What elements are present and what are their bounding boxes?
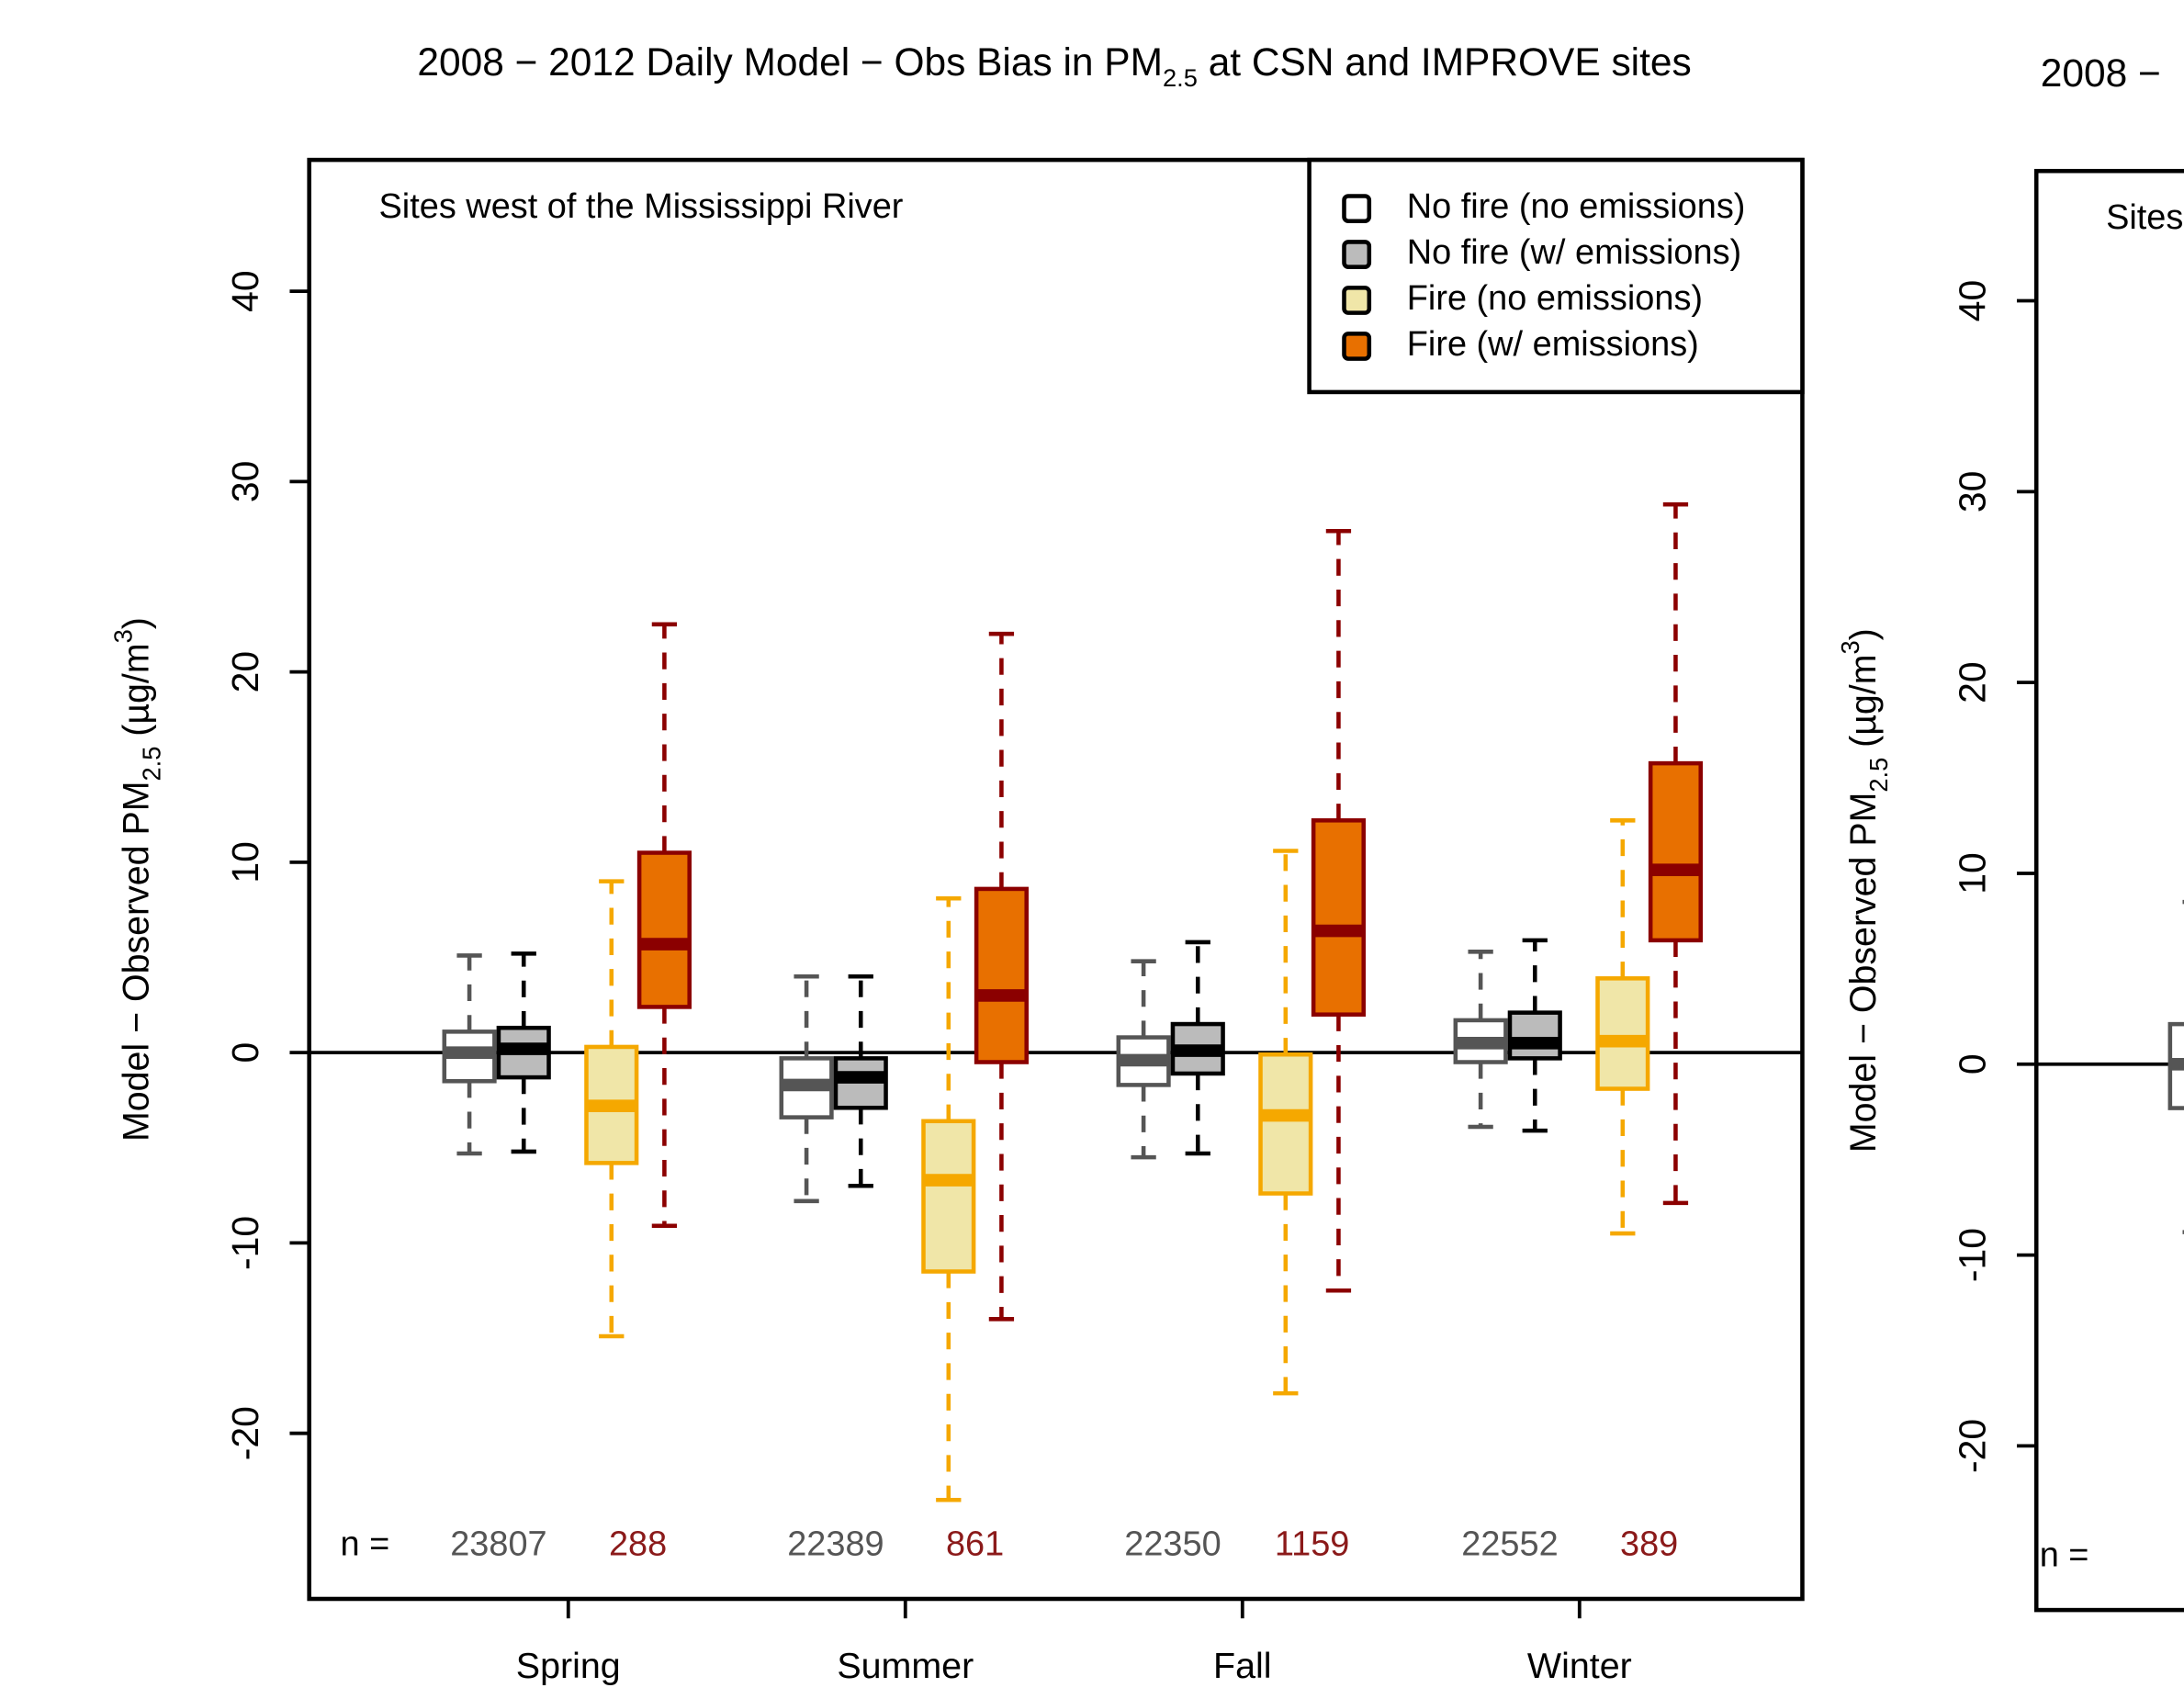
y-axis-label: Model − Observed PM2.5 (µg/m3) xyxy=(1836,628,1893,1153)
y-tick-label: -10 xyxy=(1951,1228,1993,1282)
n-count: 23807 xyxy=(450,1525,546,1563)
n-count: 288 xyxy=(609,1525,667,1563)
legend-label: No fire (no emissions) xyxy=(1407,187,1746,226)
y-axis-label-part: ) xyxy=(1844,628,1885,640)
y-tick-label: 0 xyxy=(224,1042,266,1063)
box xyxy=(1595,976,1650,1091)
n-count: 22350 xyxy=(1124,1525,1221,1563)
y-tick-label: -20 xyxy=(1951,1419,1993,1473)
legend-swatch xyxy=(1342,240,1372,269)
legend-label: No fire (w/ emissions) xyxy=(1407,233,1741,272)
box xyxy=(921,1119,976,1274)
n-count: 389 xyxy=(1620,1525,1678,1563)
n-label: n = xyxy=(2040,1536,2089,1575)
plot-frame xyxy=(2033,168,2184,1613)
y-axis-label-part: 3 xyxy=(1836,640,1864,654)
y-tick-label: -20 xyxy=(224,1406,266,1460)
y-tick-label: -10 xyxy=(224,1216,266,1270)
box xyxy=(1507,1010,1562,1061)
box xyxy=(1258,1052,1313,1196)
box xyxy=(974,886,1029,1064)
x-tick-label: Spring xyxy=(516,1646,621,1686)
x-tick-label: Fall xyxy=(1213,1646,1272,1686)
y-tick-label: 20 xyxy=(1951,661,1993,703)
x-tick-label: Winter xyxy=(1527,1646,1632,1686)
y-axis-label: Model − Observed PM2.5 (µg/m3) xyxy=(108,617,165,1142)
chart-title: 2008 − xyxy=(2041,51,2161,95)
y-axis-label-part: (µg/m xyxy=(1844,654,1885,757)
y-axis-label-part: 2.5 xyxy=(137,747,165,782)
n-count: 22552 xyxy=(1461,1525,1558,1563)
y-tick-label: 10 xyxy=(224,841,266,883)
y-tick-label: 30 xyxy=(224,461,266,502)
n-count: 22389 xyxy=(787,1525,884,1563)
plot-frame xyxy=(307,157,1805,1602)
y-axis-label-part: Model − Observed PM xyxy=(1844,793,1885,1153)
chart-title-part: 2.5 xyxy=(1163,63,1198,92)
y-axis-label-part: ) xyxy=(117,617,157,629)
legend-swatch xyxy=(1342,332,1372,361)
y-tick-label: 40 xyxy=(1951,280,1993,321)
chart-title-part: at CSN and IMPROVE sites xyxy=(1198,40,1692,84)
y-axis-label-part: Model − Observed PM xyxy=(117,782,157,1142)
box xyxy=(1311,818,1367,1017)
chart-title-part: 2008 − 2012 Daily Model − Obs Bias in PM xyxy=(417,40,1163,84)
legend-swatch xyxy=(1342,286,1372,315)
box xyxy=(636,850,692,1009)
annotation: Sites west of the Mississippi River xyxy=(379,187,904,226)
y-tick-label: 0 xyxy=(1951,1053,1993,1075)
y-tick-label: 30 xyxy=(1951,471,1993,512)
legend-swatch xyxy=(1342,194,1372,223)
y-axis-label-part: 3 xyxy=(108,629,137,643)
box xyxy=(1648,760,1704,943)
legend-label: Fire (no emissions) xyxy=(1407,279,1703,318)
n-label: n = xyxy=(340,1525,389,1563)
y-tick-label: 40 xyxy=(224,270,266,311)
x-tick-label: Summer xyxy=(837,1646,974,1686)
y-axis-label-part: (µg/m xyxy=(117,643,157,746)
legend-frame xyxy=(1307,157,1805,395)
chart-title-part: 2008 − xyxy=(2041,51,2161,95)
y-tick-label: 10 xyxy=(1951,852,1993,894)
annotation: Sites xyxy=(2106,198,2183,237)
y-tick-label: 20 xyxy=(224,651,266,692)
n-count: 1159 xyxy=(1275,1525,1350,1563)
chart-title: 2008 − 2012 Daily Model − Obs Bias in PM… xyxy=(417,40,1691,91)
legend-label: Fire (w/ emissions) xyxy=(1407,325,1699,364)
n-count: 861 xyxy=(946,1525,1004,1563)
y-axis-label-part: 2.5 xyxy=(1864,758,1893,793)
